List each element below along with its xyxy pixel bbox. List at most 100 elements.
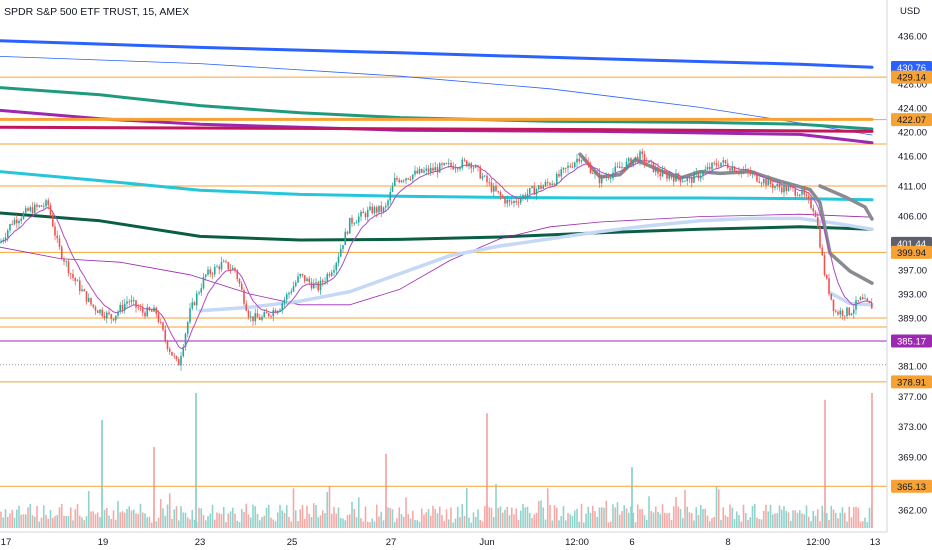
candle-body: [783, 185, 785, 193]
volume-bar: [94, 514, 97, 528]
volume-bar: [477, 509, 479, 528]
candle-body: [375, 207, 378, 213]
candle-body: [522, 195, 524, 199]
candle-body: [366, 209, 369, 218]
candle-body: [542, 185, 545, 189]
volume-spike-bar: [486, 413, 488, 528]
candle-body: [6, 230, 9, 238]
candle-body: [96, 310, 99, 313]
candle-body: [308, 278, 311, 283]
volume-bar: [137, 514, 140, 528]
candle-body: [585, 159, 587, 162]
volume-bar: [830, 505, 833, 528]
candle-body: [227, 262, 230, 270]
price-badge: [891, 113, 932, 127]
candle-body: [495, 186, 497, 192]
volume-bar: [218, 513, 221, 528]
horizontal-levels[interactable]: [0, 76, 887, 487]
volume-bar: [481, 521, 484, 528]
candle-body: [528, 188, 531, 194]
volume-bar: [677, 506, 680, 528]
candle-body: [639, 151, 641, 162]
candle-body: [85, 291, 88, 302]
volume-bar: [657, 512, 659, 528]
volume-bar: [573, 510, 576, 528]
volume-bar: [54, 515, 56, 528]
candle-body: [36, 204, 38, 207]
volume-bar: [542, 507, 545, 528]
candle-body: [729, 168, 731, 171]
candle-body: [252, 316, 254, 322]
volume-bar: [713, 516, 716, 528]
candle-body: [560, 169, 563, 177]
volume-bar: [751, 506, 754, 528]
candle-body: [119, 304, 122, 312]
candle-body: [803, 189, 806, 195]
volume-bar: [866, 522, 869, 528]
candle-body: [717, 165, 720, 167]
price-axis[interactable]: USD 436.00 428.00 424.00 420.00 416.00 411.00…: [886, 0, 932, 532]
volume-bar: [389, 508, 392, 528]
candle-body: [562, 167, 565, 170]
volume-bar: [859, 521, 862, 528]
candle-body: [355, 222, 358, 224]
candle-body: [263, 312, 266, 317]
candle-body: [229, 269, 232, 271]
volume-bar: [578, 521, 581, 528]
volume-bar: [56, 515, 59, 528]
volume-bar: [105, 507, 108, 528]
volume-bar: [616, 502, 619, 528]
volume-bar: [693, 520, 695, 528]
candle-body: [801, 189, 803, 195]
candle-body: [571, 166, 574, 168]
volume-spike-bar: [631, 467, 633, 528]
volume-bar: [189, 519, 191, 528]
candle-body: [249, 316, 252, 318]
volume-bar: [571, 516, 574, 528]
volume-bar: [819, 521, 821, 528]
volume-bar: [621, 511, 623, 528]
volume-bar: [504, 509, 506, 528]
candle-body: [850, 313, 853, 316]
volume-bar: [488, 507, 491, 528]
moving-average-line: [828, 291, 874, 307]
candle-body: [630, 158, 632, 166]
volume-bar: [540, 500, 542, 528]
volume-bar: [580, 503, 583, 528]
volume-bar: [99, 517, 101, 528]
candle-body: [573, 162, 576, 168]
candle-body: [693, 172, 695, 183]
candle-body: [623, 167, 626, 170]
candle-body: [303, 275, 306, 282]
time-axis[interactable]: 17 19 23 25 27 Jun 12:00 6 8 12:00 13: [0, 531, 887, 548]
volume-bar: [576, 508, 578, 528]
price-badge: [891, 479, 932, 493]
volume-bar: [306, 505, 308, 528]
volume-bar: [672, 506, 675, 528]
candle-body: [423, 170, 425, 173]
candle-body: [256, 313, 259, 318]
volume-spike-bar: [385, 453, 387, 528]
candle-body: [456, 168, 459, 170]
candle-body: [852, 309, 855, 314]
candle-body: [193, 302, 196, 306]
volume-bar: [659, 513, 662, 528]
volume-bar: [157, 517, 160, 528]
volume-bar: [9, 513, 11, 528]
volume-bar: [159, 499, 162, 528]
candle-body: [234, 267, 236, 271]
volume-bar: [357, 497, 360, 528]
candle-body: [378, 205, 380, 213]
volume-bar: [515, 508, 518, 528]
candle-body: [443, 163, 446, 165]
candle-body: [535, 189, 538, 195]
volume-bar: [513, 514, 515, 528]
volume-bar: [459, 517, 461, 528]
price-badge: [891, 245, 932, 259]
candle-body: [706, 166, 709, 170]
candle-body: [200, 288, 203, 293]
volume-bar: [238, 522, 241, 528]
volume-bar: [803, 514, 806, 528]
candle-body: [807, 195, 810, 199]
